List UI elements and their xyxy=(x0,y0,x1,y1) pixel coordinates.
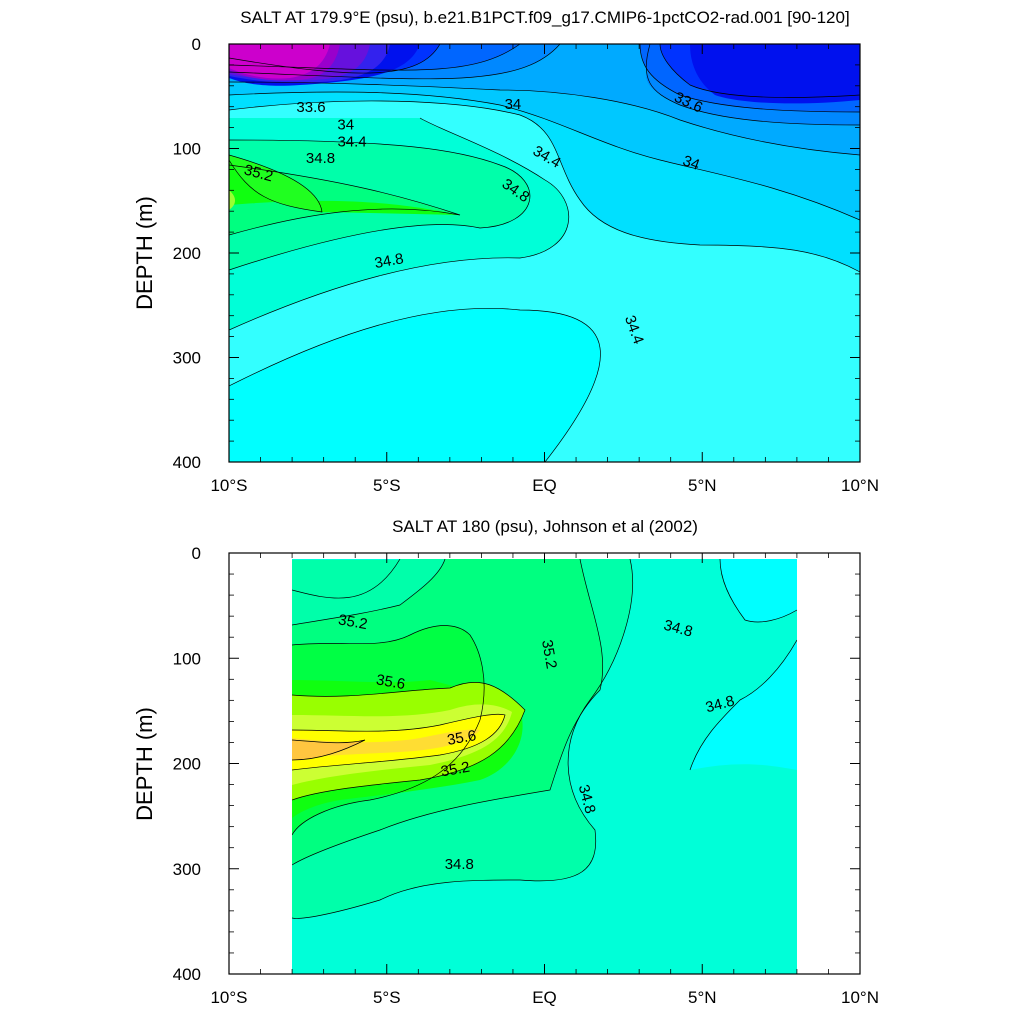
top-y-tick-label: 200 xyxy=(173,244,201,263)
bottom-x-tick-label: 5°S xyxy=(373,988,401,1007)
bottom-no-data-left xyxy=(229,553,292,974)
bottom-y-tick-label: 300 xyxy=(173,860,201,879)
bottom-y-tick-label: 100 xyxy=(173,649,201,668)
bottom-contour-label: 35.2 xyxy=(337,611,369,633)
bottom-contour-label: 34.8 xyxy=(445,856,474,873)
bottom-y-tick-label: 200 xyxy=(173,755,201,774)
top-y-tick-label: 400 xyxy=(173,453,201,472)
top-contour-label: 34 xyxy=(337,117,354,134)
bottom-contour-label: 35.2 xyxy=(440,759,472,781)
top-contour-label: 34 xyxy=(505,96,522,113)
top-contour-labels: 33.63434.434.835.23434.434.834.834.433.6… xyxy=(242,89,705,347)
top-x-tick-label: 5°S xyxy=(373,476,401,495)
bottom-contour-fill xyxy=(292,559,797,974)
bottom-x-tick-label: 5°N xyxy=(688,988,717,1007)
top-x-tick-label: 10°N xyxy=(841,476,879,495)
top-y-axis-label: DEPTH (m) xyxy=(132,196,157,310)
bottom-chart-panel: SALT AT 180 (psu), Johnson et al (2002) xyxy=(132,517,879,1007)
top-contour-label: 35.2 xyxy=(242,161,275,185)
top-contour-label: 34 xyxy=(680,152,701,174)
top-contour-fill xyxy=(229,44,860,462)
top-chart-title: SALT AT 179.9°E (psu), b.e21.B1PCT.f09_g… xyxy=(240,8,849,27)
top-axis-ticks: 10°S 5°S EQ 5°N 10°N 0 100 200 300 400 xyxy=(173,35,879,495)
bottom-axis-ticks: 10°S 5°S EQ 5°N 10°N 0 100 200 300 400 xyxy=(173,544,879,1007)
bottom-x-tick-label: EQ xyxy=(532,988,557,1007)
top-y-tick-label: 100 xyxy=(173,140,201,159)
top-y-tick-label: 300 xyxy=(173,349,201,368)
top-x-tick-label: EQ xyxy=(532,476,557,495)
bottom-contour-labels: 35.2 35.6 35.2 35.6 35.2 34.8 34.8 34.8 34.8 xyxy=(337,611,736,872)
top-contour-label: 34.8 xyxy=(306,150,335,167)
top-chart-panel: SALT AT 179.9°E (psu), b.e21.B1PCT.f09_g… xyxy=(132,8,879,495)
top-y-tick-label: 0 xyxy=(192,35,201,54)
bottom-y-tick-label: 400 xyxy=(173,965,201,984)
bottom-x-tick-label: 10°S xyxy=(210,988,247,1007)
bottom-contour-label: 35.6 xyxy=(446,727,478,749)
bottom-contour-label: 35.2 xyxy=(538,638,560,670)
top-contour-label: 34.4 xyxy=(337,133,366,150)
bottom-y-tick-label: 0 xyxy=(192,544,201,563)
bottom-contour-label: 35.6 xyxy=(375,671,407,693)
top-contour-label: 33.6 xyxy=(296,99,325,116)
top-contour-label: 34.8 xyxy=(373,250,405,272)
bottom-y-axis-label: DEPTH (m) xyxy=(132,707,157,821)
bottom-contour-label: 34.8 xyxy=(704,692,737,716)
top-x-tick-label: 5°N xyxy=(688,476,717,495)
bottom-chart-title: SALT AT 180 (psu), Johnson et al (2002) xyxy=(392,517,698,536)
bottom-no-data-right xyxy=(797,553,860,974)
bottom-contour-label: 34.8 xyxy=(575,783,599,816)
bottom-contour-label: 34.8 xyxy=(662,617,695,641)
bottom-x-tick-label: 10°N xyxy=(841,988,879,1007)
top-x-tick-label: 10°S xyxy=(210,476,247,495)
